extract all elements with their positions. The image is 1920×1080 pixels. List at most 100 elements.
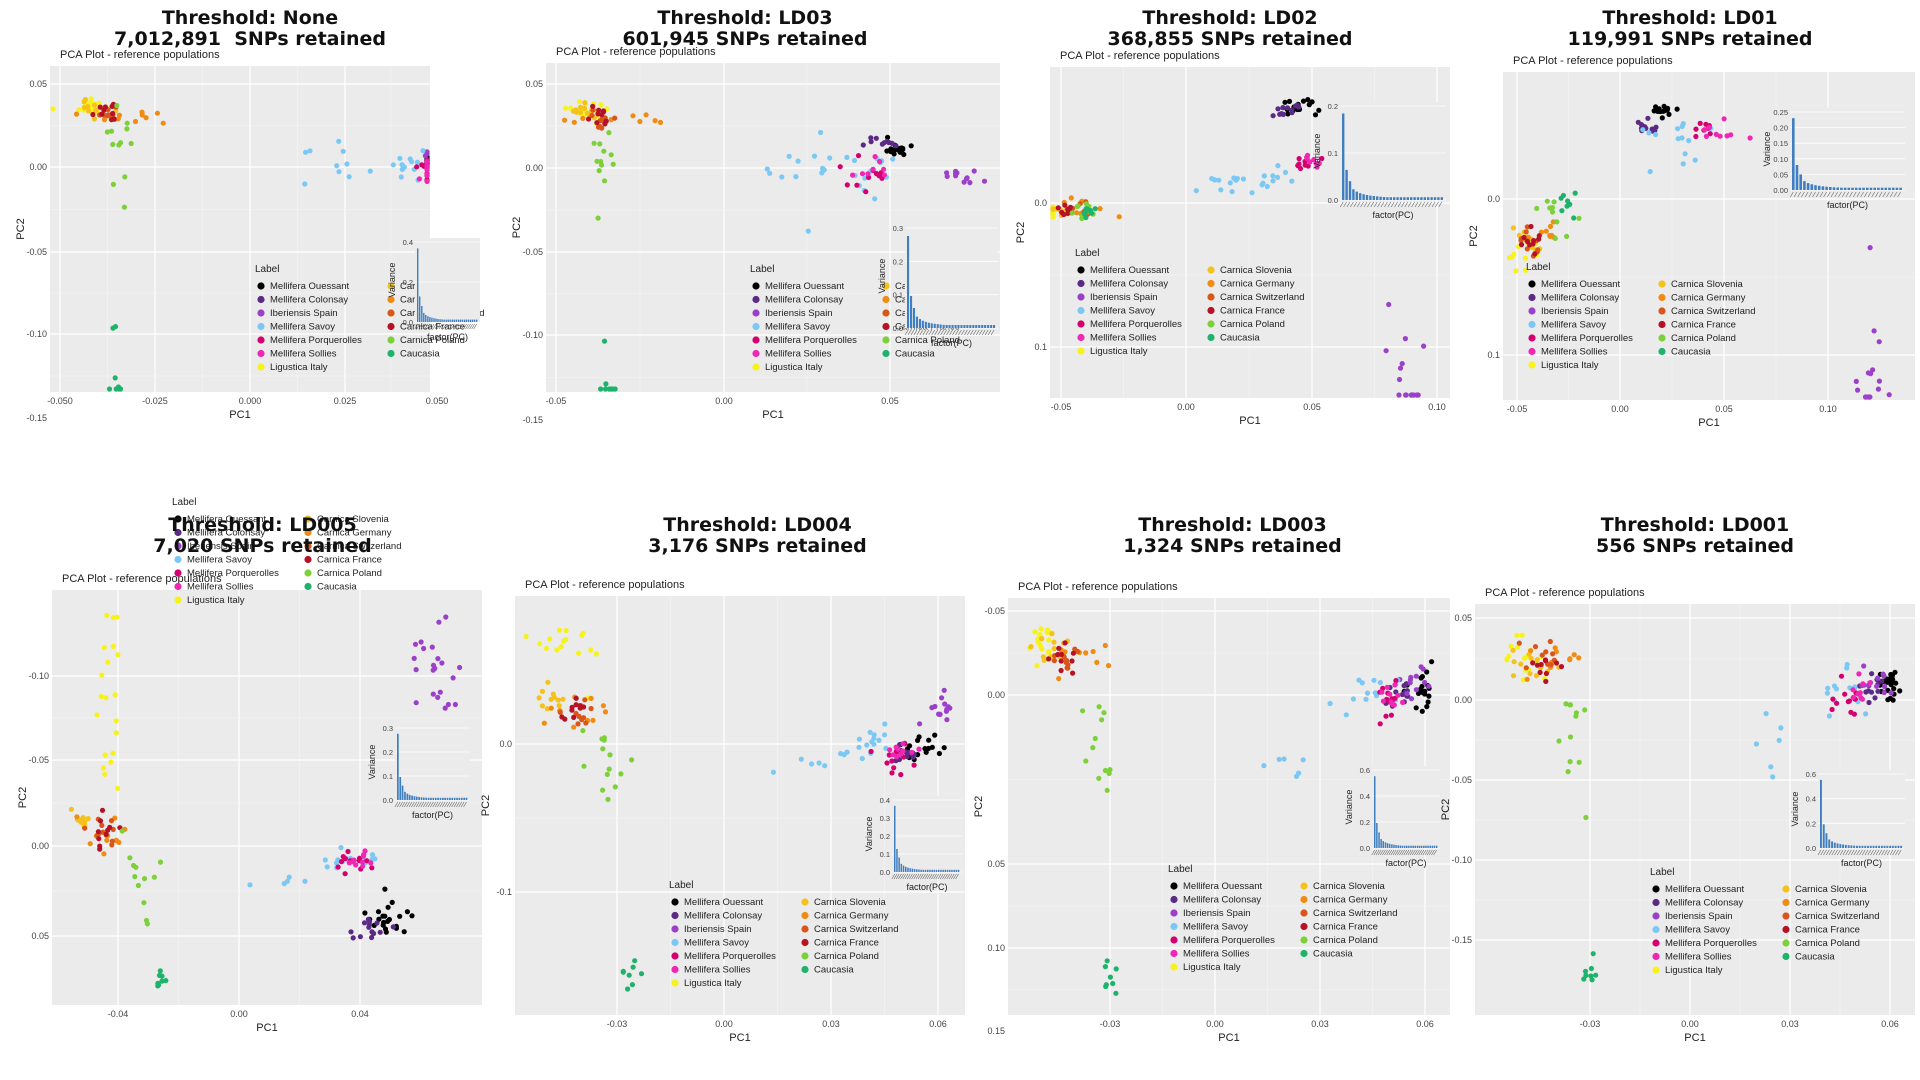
- sample-point: [414, 164, 420, 170]
- sample-point: [1549, 209, 1556, 215]
- legend-key-12: [801, 952, 809, 960]
- scree-bar: [1847, 187, 1851, 190]
- scree-bar: [942, 324, 945, 328]
- legend-key-4: [1652, 925, 1660, 934]
- sample-point: [1113, 966, 1119, 972]
- sample-point: [1508, 643, 1514, 649]
- sample-point: [383, 929, 389, 935]
- inset-x-tick: [911, 873, 915, 880]
- scree-bar: [1427, 197, 1430, 200]
- sample-point: [1506, 255, 1512, 261]
- sample-point: [548, 705, 554, 711]
- sample-point: [336, 138, 342, 144]
- legend-label: Carnica Slovenia: [317, 514, 390, 525]
- sample-point: [110, 110, 116, 117]
- sample-point: [1424, 704, 1430, 710]
- sample-point: [582, 697, 588, 703]
- threshold-label: Threshold: LD001: [1600, 514, 1790, 536]
- sample-point: [1897, 688, 1903, 694]
- scree-bar: [1833, 842, 1836, 848]
- legend-key-2: [1077, 279, 1085, 288]
- sample-point: [130, 862, 137, 869]
- sample-point: [1397, 365, 1404, 371]
- y-axis-label: PC2: [17, 787, 29, 808]
- sample-point: [338, 859, 345, 865]
- sample-point: [1039, 636, 1045, 642]
- scree-bar: [1435, 845, 1438, 848]
- scree-bar: [1397, 845, 1399, 848]
- sample-point: [346, 860, 352, 866]
- sample-point: [873, 171, 880, 177]
- inset-x-tick: [437, 801, 441, 808]
- inset-x-tick: [1841, 191, 1846, 198]
- legend-key-3: [752, 309, 760, 317]
- inset-x-tick: [1401, 849, 1405, 856]
- sample-point: [1425, 699, 1431, 705]
- legend-label: Mellifera Sollies: [765, 349, 832, 360]
- scree-bar: [1899, 187, 1902, 190]
- sample-point: [577, 104, 584, 110]
- sample-point: [907, 743, 913, 749]
- inset-x-tick: [931, 329, 935, 336]
- panel-heading: Threshold: LD003 1,324 SNPs retained: [990, 514, 1475, 558]
- sample-point: [1842, 691, 1848, 697]
- legend-label: Carnica Poland: [400, 335, 465, 346]
- legend-key-12: [387, 336, 395, 344]
- sample-point: [1316, 107, 1322, 113]
- sample-point: [1274, 174, 1281, 180]
- legend-label: Carnica Germany: [1313, 895, 1388, 906]
- scree-bar: [953, 869, 955, 872]
- sample-point: [909, 749, 915, 755]
- sample-point: [563, 105, 569, 111]
- legend-key-3: [174, 542, 182, 550]
- sample-point: [1850, 687, 1856, 693]
- scree-bar: [1810, 184, 1814, 190]
- scree-bar: [461, 319, 464, 322]
- sample-point: [356, 855, 363, 861]
- sample-point: [560, 696, 566, 702]
- y-tick-label: 0.0: [1487, 194, 1500, 204]
- legend-label: Ligustica Italy: [1090, 346, 1148, 357]
- sample-point: [1778, 725, 1784, 731]
- scree-bar: [1403, 197, 1406, 200]
- legend-key-13: [882, 349, 890, 358]
- sample-point: [1518, 242, 1525, 248]
- inset-x-tick: [907, 329, 912, 336]
- sample-point: [1396, 392, 1402, 398]
- sample-point: [1270, 173, 1276, 179]
- sample-point: [247, 882, 253, 888]
- inset-x-tick: [958, 329, 962, 336]
- sample-point: [1539, 652, 1545, 658]
- scree-bar: [1369, 195, 1372, 200]
- y-tick-label: 0.05: [31, 931, 49, 941]
- sample-point: [1851, 711, 1857, 717]
- y-tick-label: -0.05: [984, 606, 1005, 616]
- x-tick-label: -0.05: [546, 396, 567, 406]
- legend-key-1: [1652, 885, 1660, 893]
- inset-x-tick: [1873, 849, 1877, 856]
- scree-bar: [1884, 187, 1888, 190]
- sample-point: [141, 900, 147, 906]
- sample-point: [545, 679, 551, 685]
- scree-bar: [1891, 845, 1894, 848]
- sample-point: [1300, 98, 1307, 104]
- inset-x-tick: [1353, 201, 1358, 208]
- inset-x-tick: [949, 329, 953, 336]
- legend-key-13: [1300, 949, 1308, 958]
- sample-point: [1553, 649, 1559, 655]
- inset-x-tick: [1343, 201, 1347, 208]
- legend-key-8: [801, 898, 809, 906]
- sample-point: [1875, 675, 1881, 681]
- sample-point: [424, 151, 430, 157]
- sample-point: [1429, 659, 1435, 665]
- legend-title: Label: [669, 880, 693, 891]
- scree-bar: [1380, 839, 1382, 848]
- inset-x-tick: [463, 323, 467, 330]
- scree-bar: [1872, 845, 1875, 848]
- scree-bar: [1854, 187, 1858, 190]
- sample-point: [1380, 685, 1386, 691]
- sample-point: [618, 771, 624, 777]
- plot-title: PCA Plot - reference populations: [525, 579, 685, 591]
- sample-point: [94, 712, 100, 718]
- sample-point: [82, 96, 88, 103]
